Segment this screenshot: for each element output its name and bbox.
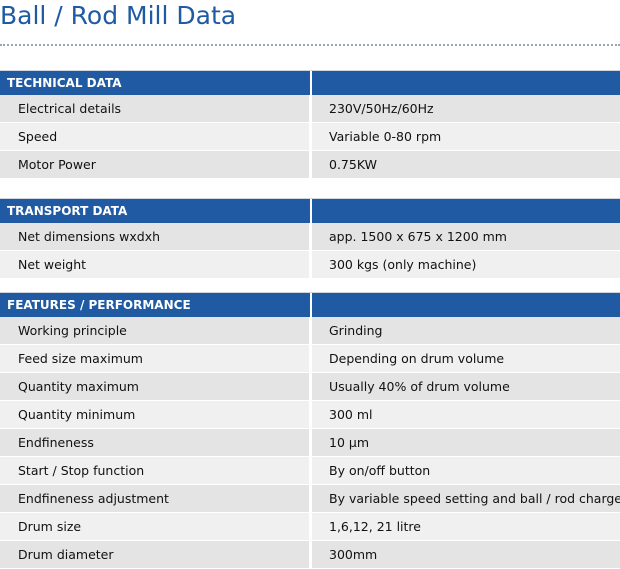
row-value: By variable speed setting and ball / rod… <box>312 485 620 512</box>
section-technical-data: TECHNICAL DATA Electrical details 230V/5… <box>0 70 620 179</box>
row-value: 230V/50Hz/60Hz <box>312 95 620 122</box>
table-row: Quantity maximum Usually 40% of drum vol… <box>0 373 620 401</box>
row-value: 10 µm <box>312 429 620 456</box>
row-label: Quantity maximum <box>0 373 309 400</box>
row-label: Drum diameter <box>0 541 309 568</box>
table-row: Start / Stop function By on/off button <box>0 457 620 485</box>
row-label: Drum size <box>0 513 309 540</box>
header-column-divider <box>310 199 312 223</box>
row-value: app. 1500 x 675 x 1200 mm <box>312 223 620 250</box>
section-header-label: FEATURES / PERFORMANCE <box>7 298 191 312</box>
row-value: Depending on drum volume <box>312 345 620 372</box>
table-row: Net weight 300 kgs (only machine) <box>0 251 620 279</box>
table-row: Motor Power 0.75KW <box>0 151 620 179</box>
table-row: Net dimensions wxdxh app. 1500 x 675 x 1… <box>0 223 620 251</box>
row-label: Electrical details <box>0 95 309 122</box>
row-label: Working principle <box>0 317 309 344</box>
section-header-label: TRANSPORT DATA <box>7 204 128 218</box>
section-transport-data: TRANSPORT DATA Net dimensions wxdxh app.… <box>0 198 620 279</box>
row-value: By on/off button <box>312 457 620 484</box>
header-column-divider <box>310 293 312 317</box>
table-row: Working principle Grinding <box>0 317 620 345</box>
row-value: Usually 40% of drum volume <box>312 373 620 400</box>
row-label: Net dimensions wxdxh <box>0 223 309 250</box>
table-row: Drum diameter 300mm <box>0 541 620 569</box>
row-value: 0.75KW <box>312 151 620 178</box>
row-label: Endfineness adjustment <box>0 485 309 512</box>
row-label: Net weight <box>0 251 309 278</box>
page-title: Ball / Rod Mill Data <box>0 1 237 30</box>
row-value: 300 ml <box>312 401 620 428</box>
section-features-performance: FEATURES / PERFORMANCE Working principle… <box>0 292 620 569</box>
table-row: Speed Variable 0-80 rpm <box>0 123 620 151</box>
row-value: Variable 0-80 rpm <box>312 123 620 150</box>
header-column-divider <box>310 71 312 95</box>
row-value: 300 kgs (only machine) <box>312 251 620 278</box>
row-value: Grinding <box>312 317 620 344</box>
section-header: FEATURES / PERFORMANCE <box>0 292 620 317</box>
row-label: Speed <box>0 123 309 150</box>
section-header: TRANSPORT DATA <box>0 198 620 223</box>
section-header-label: TECHNICAL DATA <box>7 76 122 90</box>
table-row: Feed size maximum Depending on drum volu… <box>0 345 620 373</box>
table-row: Drum size 1,6,12, 21 litre <box>0 513 620 541</box>
row-value: 300mm <box>312 541 620 568</box>
table-row: Endfineness 10 µm <box>0 429 620 457</box>
row-label: Quantity minimum <box>0 401 309 428</box>
table-row: Endfineness adjustment By variable speed… <box>0 485 620 513</box>
row-value: 1,6,12, 21 litre <box>312 513 620 540</box>
row-label: Endfineness <box>0 429 309 456</box>
row-label: Start / Stop function <box>0 457 309 484</box>
table-row: Electrical details 230V/50Hz/60Hz <box>0 95 620 123</box>
row-label: Feed size maximum <box>0 345 309 372</box>
section-header: TECHNICAL DATA <box>0 70 620 95</box>
title-divider <box>0 44 620 46</box>
table-row: Quantity minimum 300 ml <box>0 401 620 429</box>
row-label: Motor Power <box>0 151 309 178</box>
